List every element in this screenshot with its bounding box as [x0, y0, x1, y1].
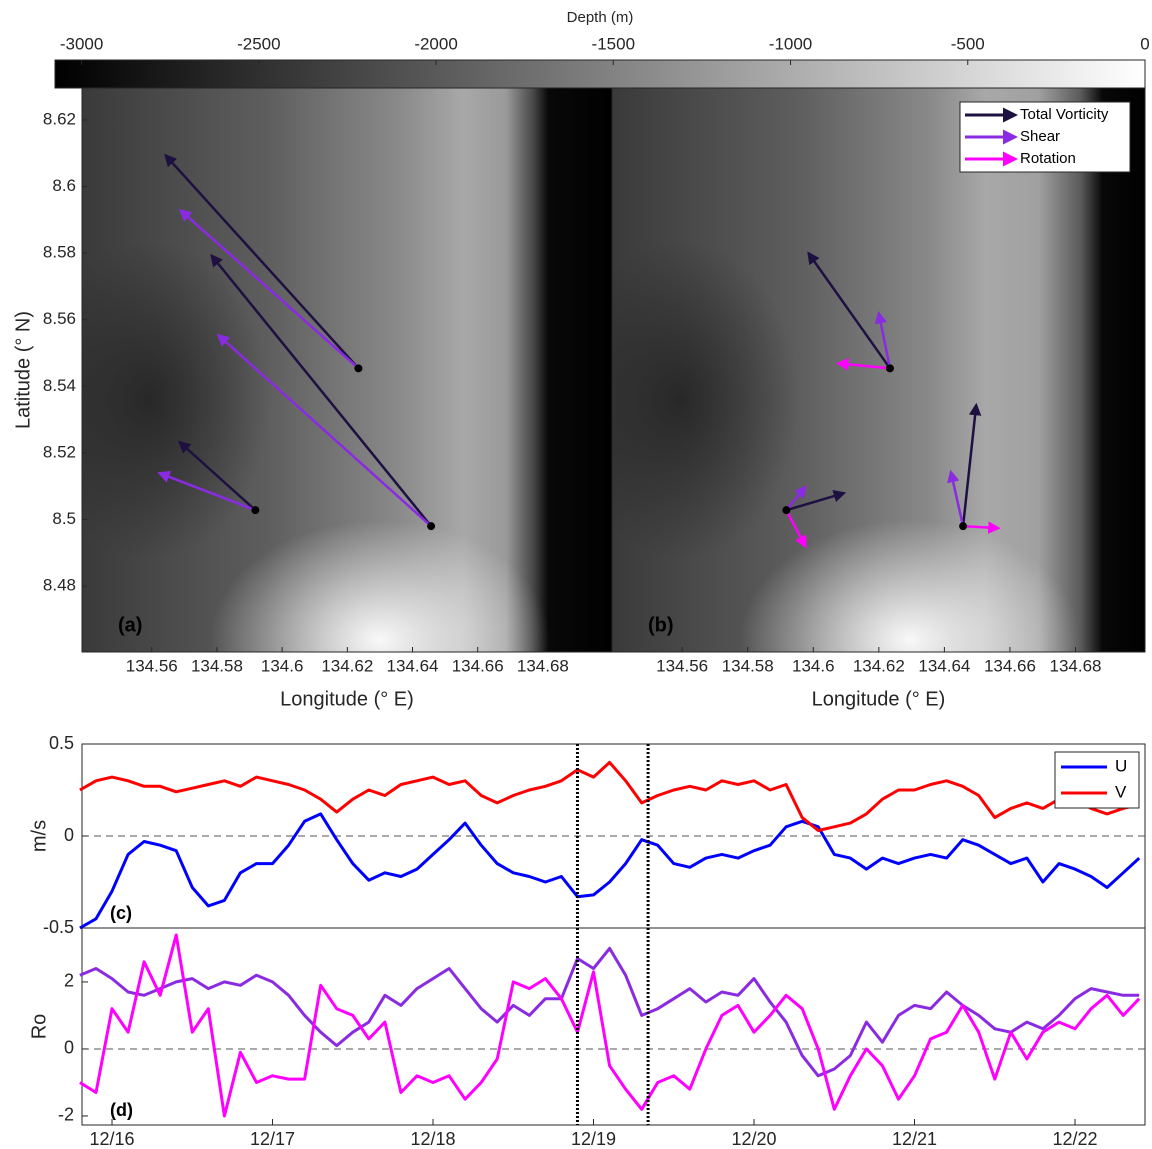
y-tick-label: 8.52 [43, 442, 76, 461]
y-tick-label: 8.48 [43, 576, 76, 595]
legend-label: V [1115, 782, 1127, 801]
mooring-point [782, 506, 790, 514]
y-tick-label: 8.58 [43, 243, 76, 262]
x-tick-label: 134.64 [918, 656, 970, 675]
x-tick-label: 12/21 [892, 1129, 937, 1149]
x-tick-label: 134.6 [261, 656, 304, 675]
legend-label: Total Vorticity [1020, 106, 1109, 123]
figure: Depth (m) -3000 -2500 -2000 -1500 -1000 -500 0 1… [0, 0, 1152, 1149]
colorbar-label: Depth (m) [567, 9, 634, 26]
colorbar-tick-label: -1000 [769, 34, 812, 53]
y-tick-label: 0.5 [49, 733, 74, 753]
x-tick-label: 134.58 [191, 656, 243, 675]
x-tick-label: 134.64 [387, 656, 439, 675]
mooring-point [959, 522, 967, 530]
y-tick-label: 8.5 [52, 509, 76, 528]
y-tick-label: 8.6 [52, 176, 76, 195]
colorbar-tick-label: -2000 [414, 34, 457, 53]
colorbar-tick-label: -1500 [592, 34, 635, 53]
colorbar-tick-label: 0 [1140, 34, 1149, 53]
x-tick-label: 134.68 [517, 656, 569, 675]
y-tick-label: 8.56 [43, 309, 76, 328]
y-tick-label: 0 [64, 1038, 74, 1058]
mooring-point [886, 364, 894, 372]
y-axis-label: Latitude (° N) [12, 311, 34, 429]
y-tick-label: 2 [64, 971, 74, 991]
mooring-point [251, 506, 259, 514]
x-tick-label: 134.66 [452, 656, 504, 675]
panel-label: (c) [110, 903, 132, 923]
x-tick-label: 134.68 [1050, 656, 1102, 675]
x-tick-label: 12/20 [731, 1129, 776, 1149]
x-tick-label: 12/22 [1052, 1129, 1097, 1149]
x-tick-label: 12/16 [89, 1129, 134, 1149]
y-tick-label: -2 [58, 1105, 74, 1125]
y-tick-label: -0.5 [43, 917, 74, 937]
x-tick-label: 134.62 [321, 656, 373, 675]
x-axis-label: Longitude (° E) [812, 688, 946, 710]
y-axis-label: Ro [28, 1014, 50, 1040]
x-axis-label: Longitude (° E) [280, 688, 414, 710]
x-tick-label: 134.66 [984, 656, 1036, 675]
colorbar-tick-label: -3000 [60, 34, 103, 53]
colorbar-tick-label: -500 [951, 34, 985, 53]
mooring-point [354, 364, 362, 372]
x-tick-label: 12/19 [571, 1129, 616, 1149]
y-axis-label: m/s [28, 820, 50, 852]
x-tick-label: 134.62 [853, 656, 905, 675]
panel-label: (b) [648, 614, 674, 636]
y-tick-label: 8.54 [43, 376, 76, 395]
legend-label: U [1115, 756, 1127, 775]
y-tick-label: 8.62 [43, 109, 76, 128]
x-tick-label: 134.58 [722, 656, 774, 675]
colorbar-tick-label: -2500 [237, 34, 280, 53]
y-tick-label: 0 [64, 825, 74, 845]
x-tick-label: 12/18 [410, 1129, 455, 1149]
panel-label: (a) [118, 614, 142, 636]
x-tick-label: 134.6 [792, 656, 835, 675]
mooring-point [427, 522, 435, 530]
x-tick-label: 12/17 [250, 1129, 295, 1149]
x-tick-label: 134.56 [126, 656, 178, 675]
legend-label: Shear [1020, 128, 1060, 145]
x-tick-label: 134.56 [656, 656, 708, 675]
panel-label: (d) [110, 1100, 133, 1120]
colorbar [55, 60, 1145, 88]
legend-label: Rotation [1020, 150, 1076, 167]
